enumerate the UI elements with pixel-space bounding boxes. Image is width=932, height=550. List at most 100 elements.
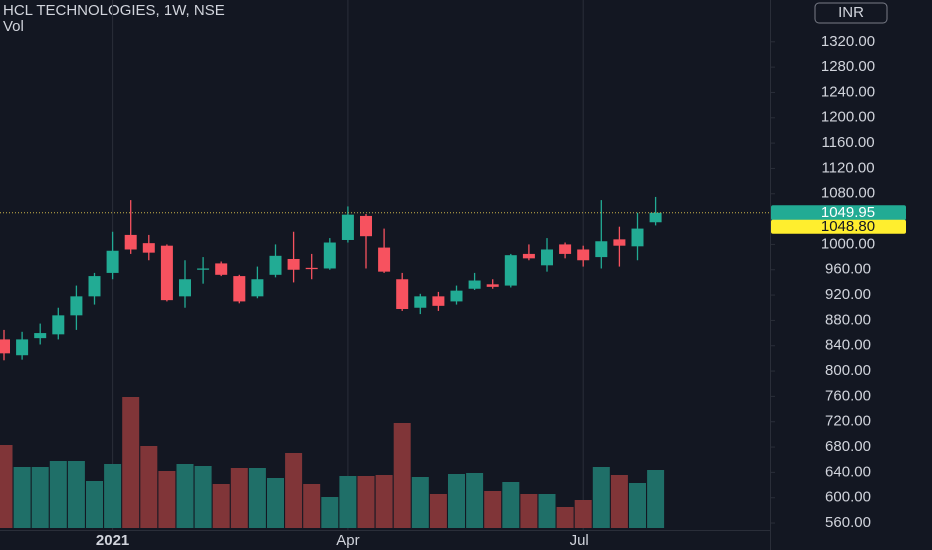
candle-body [341,214,354,240]
y-tick-label: 920.00 [825,286,871,303]
volume-bar [104,464,122,528]
candle-body [106,250,119,273]
candle-body [34,333,47,339]
candle-body [52,315,65,335]
volume-bar [212,484,230,528]
volume-bar [429,494,447,528]
candle-body [323,242,336,269]
y-tick-label: 1320.00 [821,33,875,50]
volume-bar [375,475,393,528]
candle-body [179,279,191,297]
candle-body [450,290,463,302]
candle-body [504,255,517,286]
volume-legend: Vol [3,18,24,35]
volume-bar [393,423,411,528]
y-tick-label: 1160.00 [821,134,874,151]
volume-bar [194,466,212,528]
volume-bar [303,484,321,528]
price-label-box [771,219,906,234]
candle-body [541,249,553,266]
volume-bar [339,476,357,528]
candle-body [197,268,210,270]
y-tick-label: 840.00 [825,337,871,354]
candle-body [613,239,626,246]
currency-label[interactable]: INR [838,4,864,21]
candle-body [70,296,83,316]
candle-body [269,255,282,275]
x-tick-label: Jul [570,532,589,549]
volume-bar [285,453,303,528]
candle-body [215,263,228,275]
candle-body [522,253,535,259]
volume-bar [647,470,665,528]
candle-body [468,280,481,289]
y-tick-label: 680.00 [825,438,871,455]
currency-box[interactable] [814,2,888,24]
candle-body [360,215,372,237]
y-tick-label: 720.00 [825,413,871,430]
volume-bar [448,474,465,528]
y-tick-label: 1000.00 [821,235,875,252]
y-tick-label: 1280.00 [821,58,875,75]
candle-body [16,339,29,356]
y-tick-label: 600.00 [825,489,871,506]
candle-body [414,296,427,308]
volume-bar [357,476,375,528]
volume-bar [574,500,592,528]
volume-bar [176,464,194,528]
candle-body [233,276,246,302]
candle-body [649,212,662,223]
volume-bar [484,491,502,528]
y-tick-label: 800.00 [825,362,871,379]
price-label-box [771,205,906,221]
volume-bar [31,467,49,528]
y-tick-label: 1200.00 [821,109,875,126]
y-tick-label: 960.00 [825,261,871,278]
price-label: 1048.80 [821,218,875,235]
volume-bar [230,468,248,528]
candle-body [631,228,644,247]
candle-body [577,249,590,261]
volume-bar [556,507,574,528]
volume-bar [267,478,284,528]
candle-body [251,279,264,297]
volume-bar [248,468,266,528]
volume-bar [629,483,646,528]
candle-body [124,234,137,250]
volume-bar [610,475,628,528]
candle-body [559,244,572,254]
price-label: 1049.95 [821,204,875,221]
volume-bar [67,461,85,528]
x-tick-label: Apr [336,532,359,549]
volume-bar [321,497,339,528]
candle-body [0,339,10,354]
chart-title: HCL TECHNOLOGIES, 1W, NSE [3,2,225,19]
candle-body [396,279,409,310]
volume-bar [122,397,140,528]
y-tick-label: 1240.00 [821,83,875,100]
y-tick-label: 1080.00 [821,185,875,202]
volume-bar [140,446,158,528]
x-tick-label: 2021 [96,532,129,549]
candle-body [486,284,499,287]
y-tick-label: 880.00 [825,311,871,328]
y-tick-label: 760.00 [825,387,871,404]
volume-bar [538,494,556,528]
candle-body [305,267,318,270]
y-tick-label: 560.00 [825,514,871,531]
volume-bar [466,473,484,528]
candle-body [595,241,608,258]
candle-body [287,258,300,270]
volume-bar [502,482,520,528]
y-tick-label: 640.00 [825,463,871,480]
candle-body [432,296,445,306]
candle-body [142,243,155,253]
candle-body [88,276,101,297]
volume-bar [592,467,610,528]
candle-body [378,247,391,272]
volume-bar [0,445,13,528]
volume-bar [520,494,538,528]
